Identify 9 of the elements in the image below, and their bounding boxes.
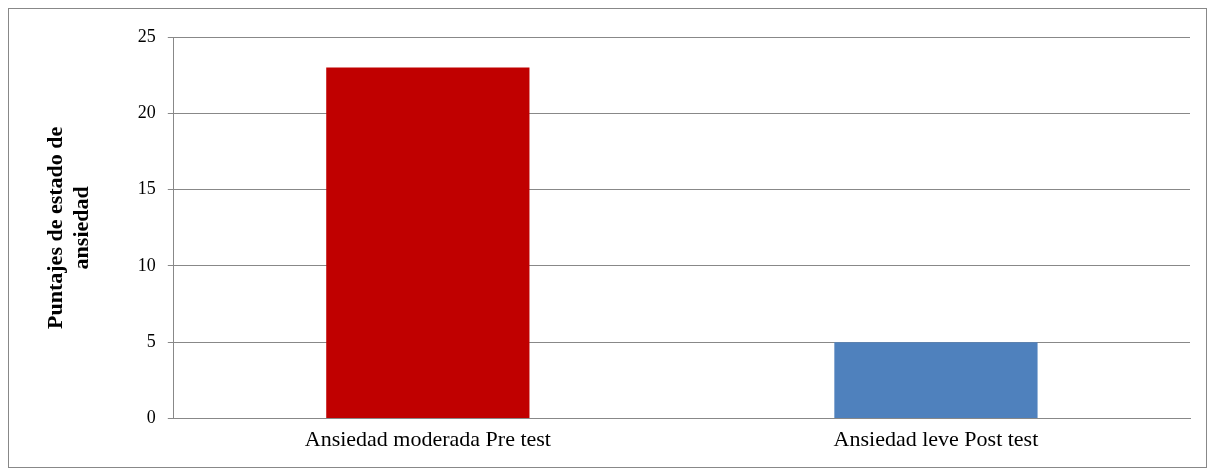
y-tick-label: 15 xyxy=(137,178,156,199)
y-tick-label: 10 xyxy=(137,254,156,275)
y-tick-label: 0 xyxy=(146,407,156,428)
y-tick-label: 25 xyxy=(137,25,156,46)
y-axis-title: Puntajes de estado de ansiedad xyxy=(41,126,94,329)
x-tick-label: Ansiedad moderada Pre test xyxy=(304,425,551,451)
y-tick-label: 5 xyxy=(146,331,156,352)
x-tick-label: Ansiedad leve Post test xyxy=(833,425,1039,451)
y-tick-label: 20 xyxy=(137,102,156,123)
